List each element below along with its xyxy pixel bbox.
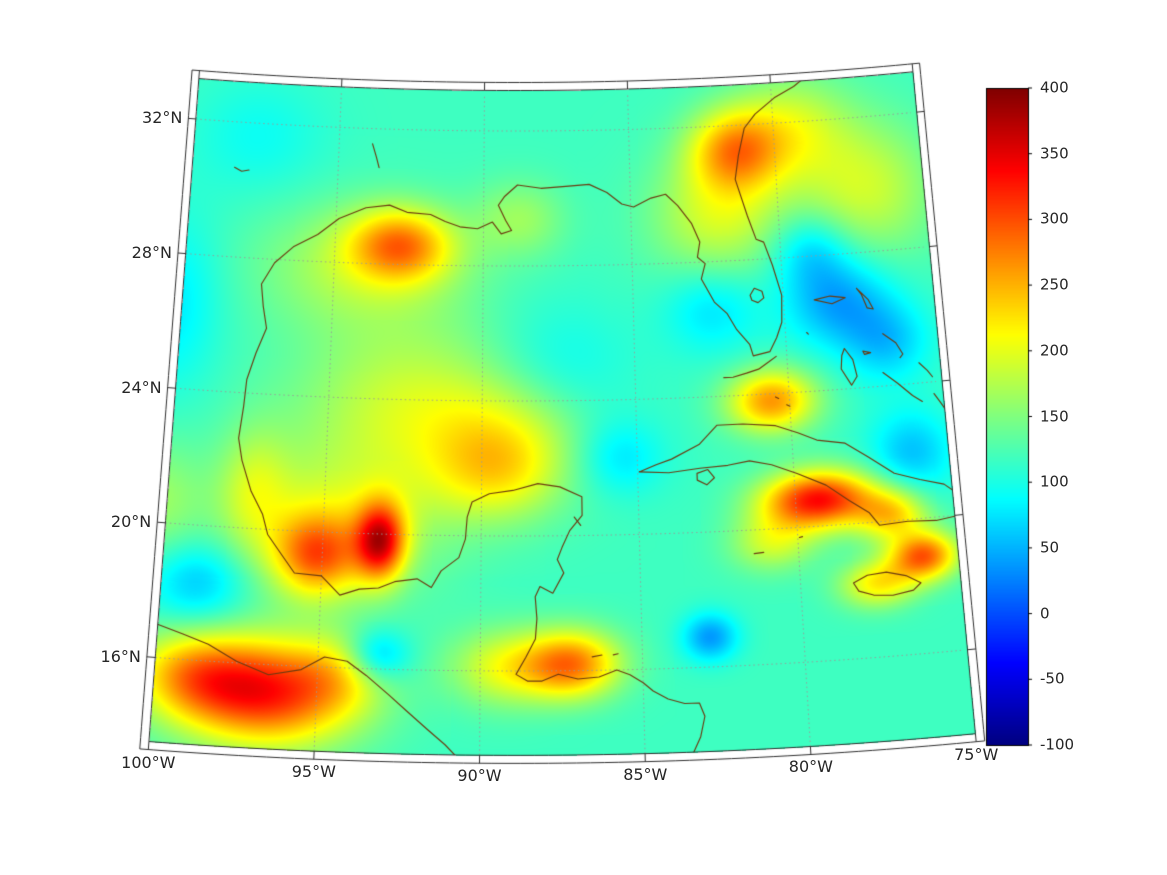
lat-tick-label: 32°N	[142, 108, 183, 128]
lon-tick-label: 100°W	[121, 752, 176, 772]
colorbar-tick-label: -50	[1040, 669, 1065, 688]
lat-tick-label: 24°N	[121, 377, 162, 397]
lat-tick-label: 20°N	[110, 512, 152, 532]
colorbar-tick-label: 100	[1040, 472, 1069, 491]
colorbar-tick-label: -100	[1040, 735, 1075, 754]
colorbar-tick-label: 300	[1040, 209, 1069, 228]
lat-tick-label: 16°N	[100, 646, 141, 666]
lon-tick-label: 95°W	[291, 762, 336, 782]
colorbar-tick-label: 50	[1040, 538, 1060, 557]
colorbar-tick-label: 350	[1040, 144, 1069, 163]
colorbar-tick-label: 200	[1040, 341, 1069, 360]
lon-tick-label: 90°W	[457, 766, 502, 786]
lon-tick-label: 75°W	[954, 744, 999, 764]
colorbar-tick-label: 250	[1040, 275, 1069, 294]
colorbar-tick-label: 0	[1040, 604, 1050, 623]
colorbar-tick-label: 150	[1040, 407, 1069, 425]
lat-tick-label: 28°N	[131, 242, 172, 262]
colorbar-tick-label: 400	[1040, 78, 1069, 97]
lon-tick-label: 80°W	[788, 757, 833, 777]
lon-tick-label: 85°W	[623, 764, 668, 784]
